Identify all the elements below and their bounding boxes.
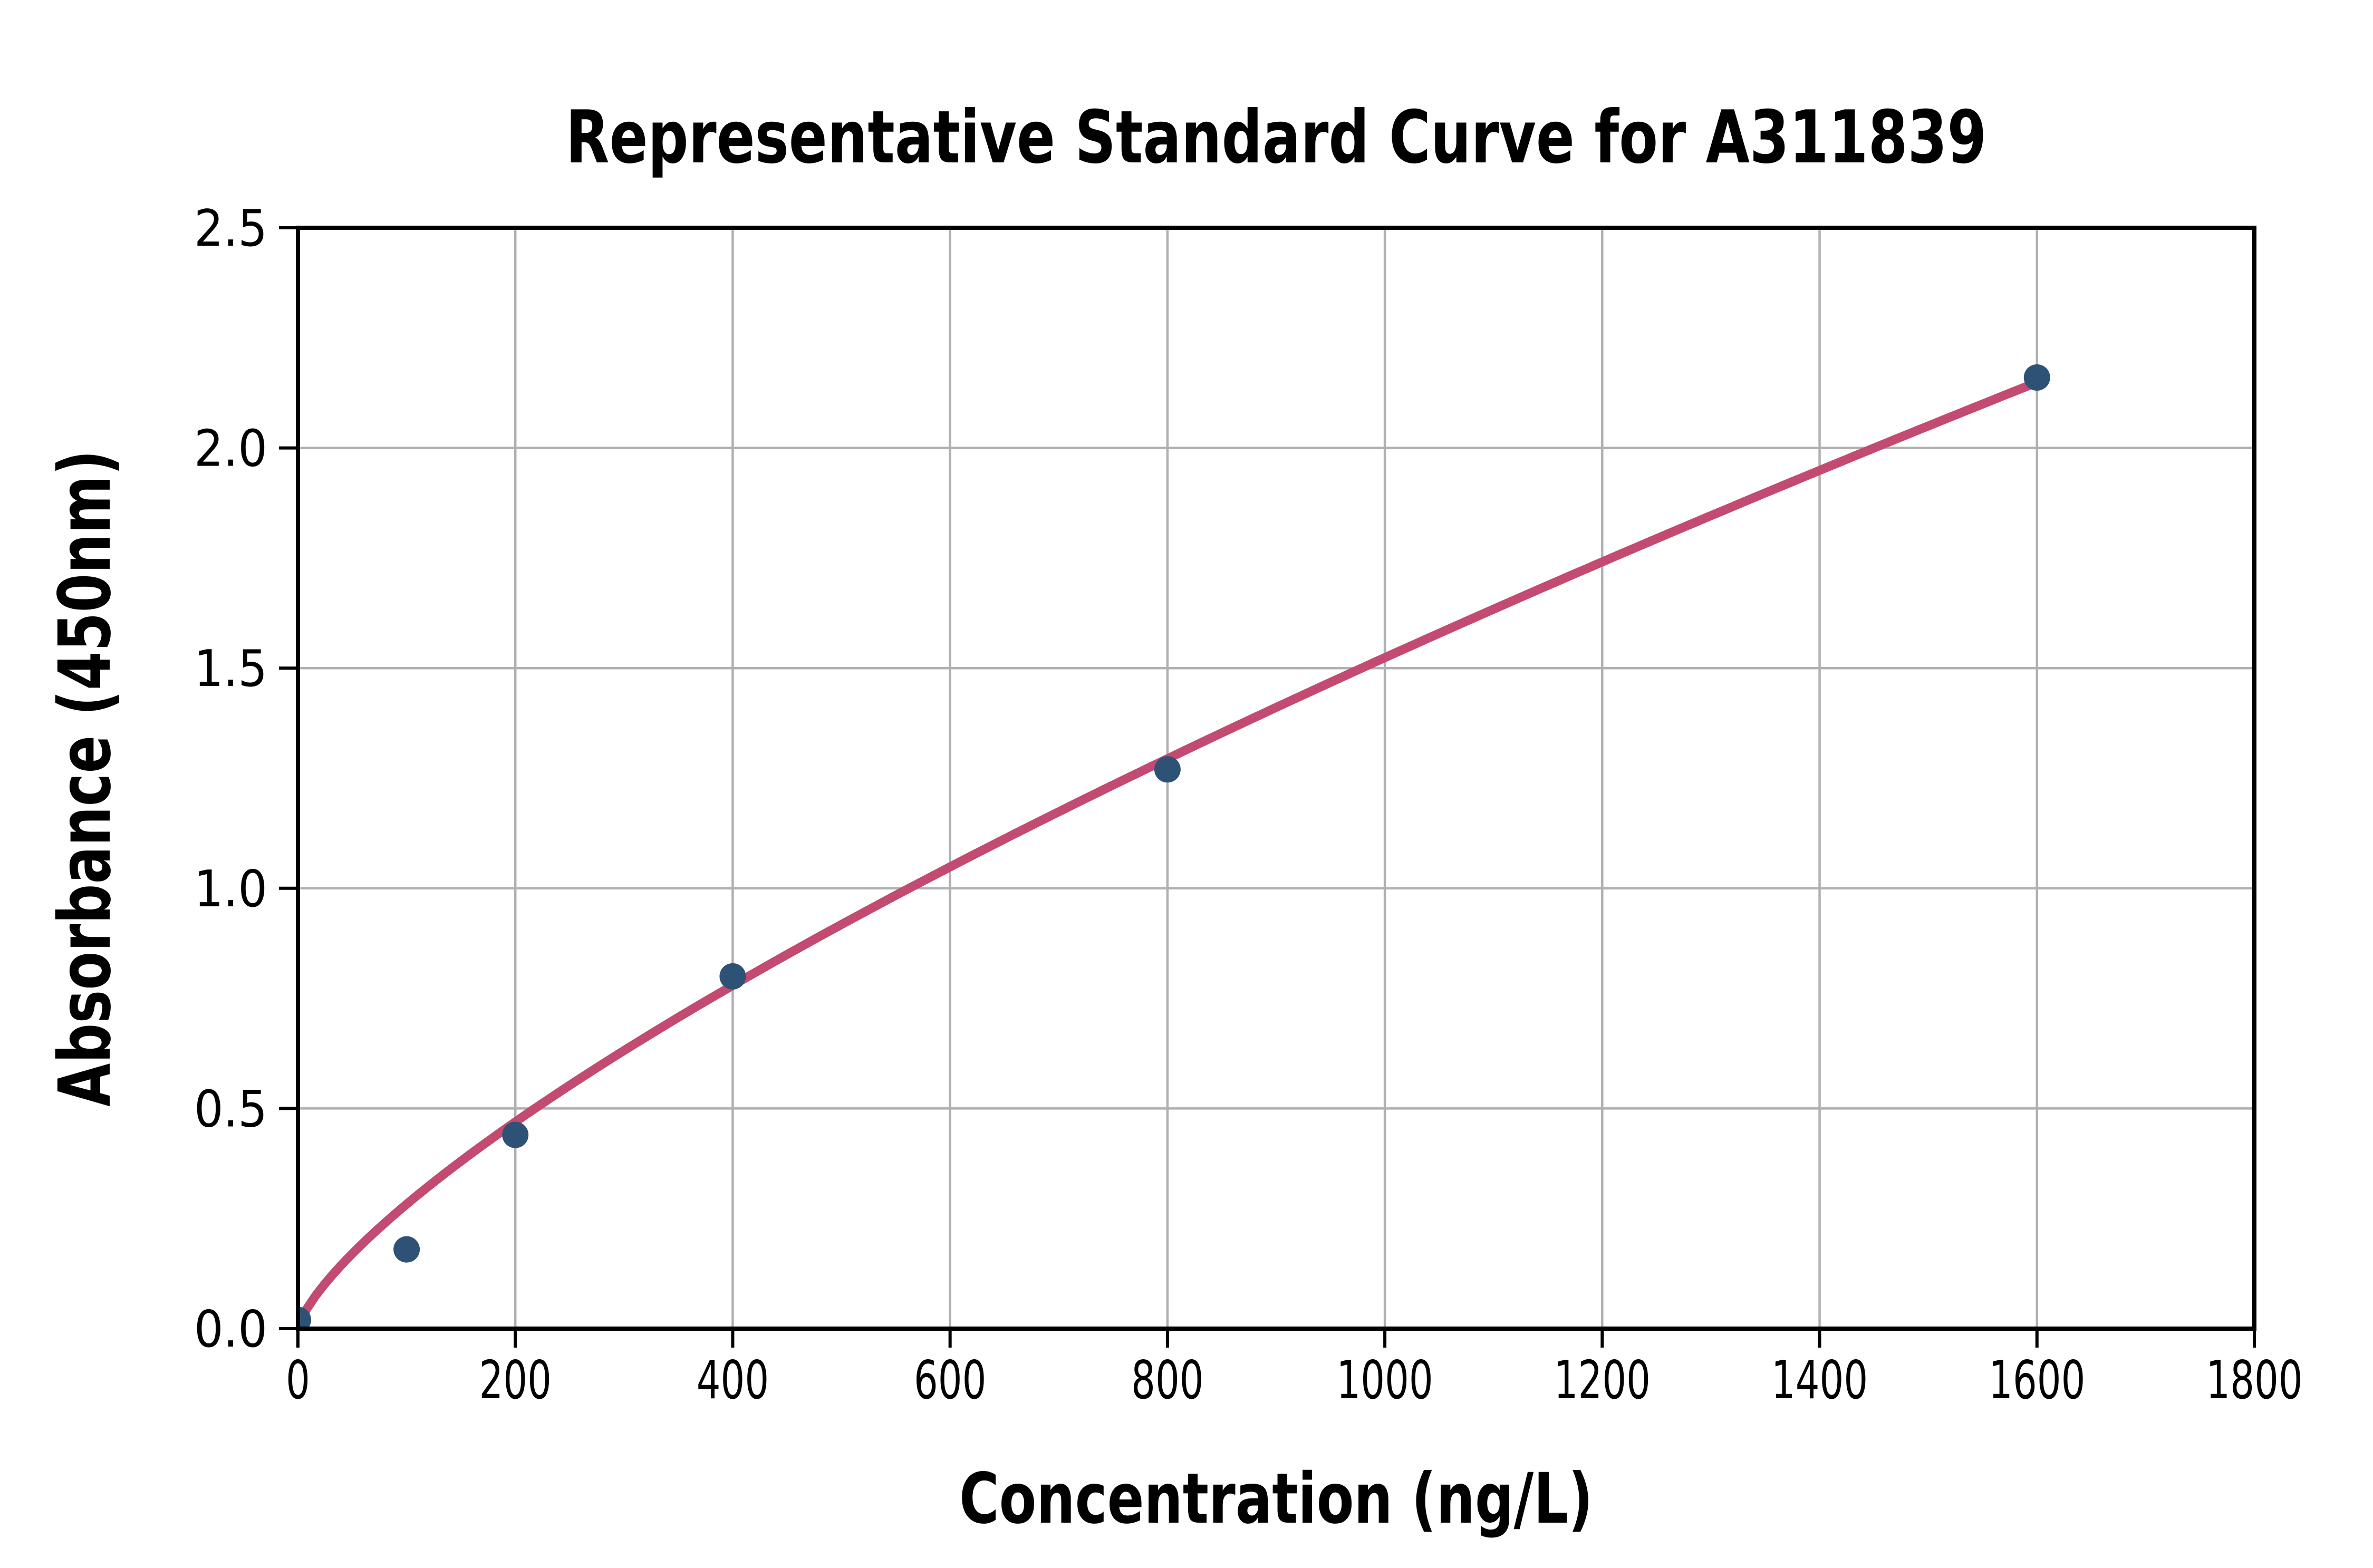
chart-title: Representative Standard Curve for A31183… (566, 95, 1987, 180)
data-point (1154, 756, 1181, 783)
x-tick-label: 600 (914, 1349, 986, 1411)
x-tick-label: 1400 (1771, 1349, 1868, 1411)
x-tick-label: 200 (479, 1349, 552, 1411)
spine-layer (296, 226, 2256, 1331)
data-layer (298, 364, 2050, 1329)
y-tick-label: 1.0 (194, 859, 267, 918)
y-tick-label: 0.0 (194, 1300, 267, 1359)
y-tick-label: 2.5 (194, 199, 267, 258)
x-tick-label: 1200 (1554, 1349, 1651, 1411)
x-tick-label: 1000 (1336, 1349, 1433, 1411)
y-axis-label: Absorbance (450nm) (43, 450, 127, 1107)
x-tick-label: 0 (286, 1349, 310, 1411)
data-point (502, 1121, 529, 1148)
x-tick-label: 400 (697, 1349, 769, 1411)
y-tick-label: 0.5 (194, 1080, 267, 1138)
tick-layer: 0 200 400 600 800 1000 1200 1400 1600 1800 0.0 0.5 1… (194, 199, 2303, 1411)
data-point (2023, 364, 2050, 391)
x-axis-label: Concentration (ng/L) (959, 1458, 1593, 1539)
grid-layer (300, 230, 2252, 1327)
x-tick-label: 800 (1131, 1349, 1203, 1411)
axes-box (296, 226, 2256, 1331)
x-tick-label: 1600 (1989, 1349, 2085, 1411)
x-tick-label: 1800 (2206, 1349, 2302, 1411)
data-point (393, 1236, 420, 1263)
data-point (719, 963, 746, 990)
y-tick-label: 2.0 (194, 419, 267, 478)
y-tick-label: 1.5 (194, 640, 267, 698)
data-point (298, 1306, 311, 1329)
